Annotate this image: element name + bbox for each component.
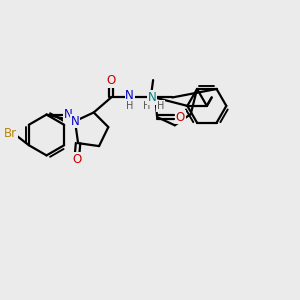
Text: O: O (176, 111, 185, 124)
Text: N: N (125, 89, 134, 102)
Text: H: H (157, 101, 164, 111)
Text: N: N (147, 91, 156, 104)
Text: H: H (143, 101, 151, 112)
Text: Br: Br (4, 127, 17, 140)
Text: O: O (72, 153, 81, 166)
Text: O: O (106, 74, 116, 88)
Text: H: H (126, 101, 134, 111)
Text: N: N (70, 115, 80, 128)
Text: N: N (64, 108, 73, 121)
